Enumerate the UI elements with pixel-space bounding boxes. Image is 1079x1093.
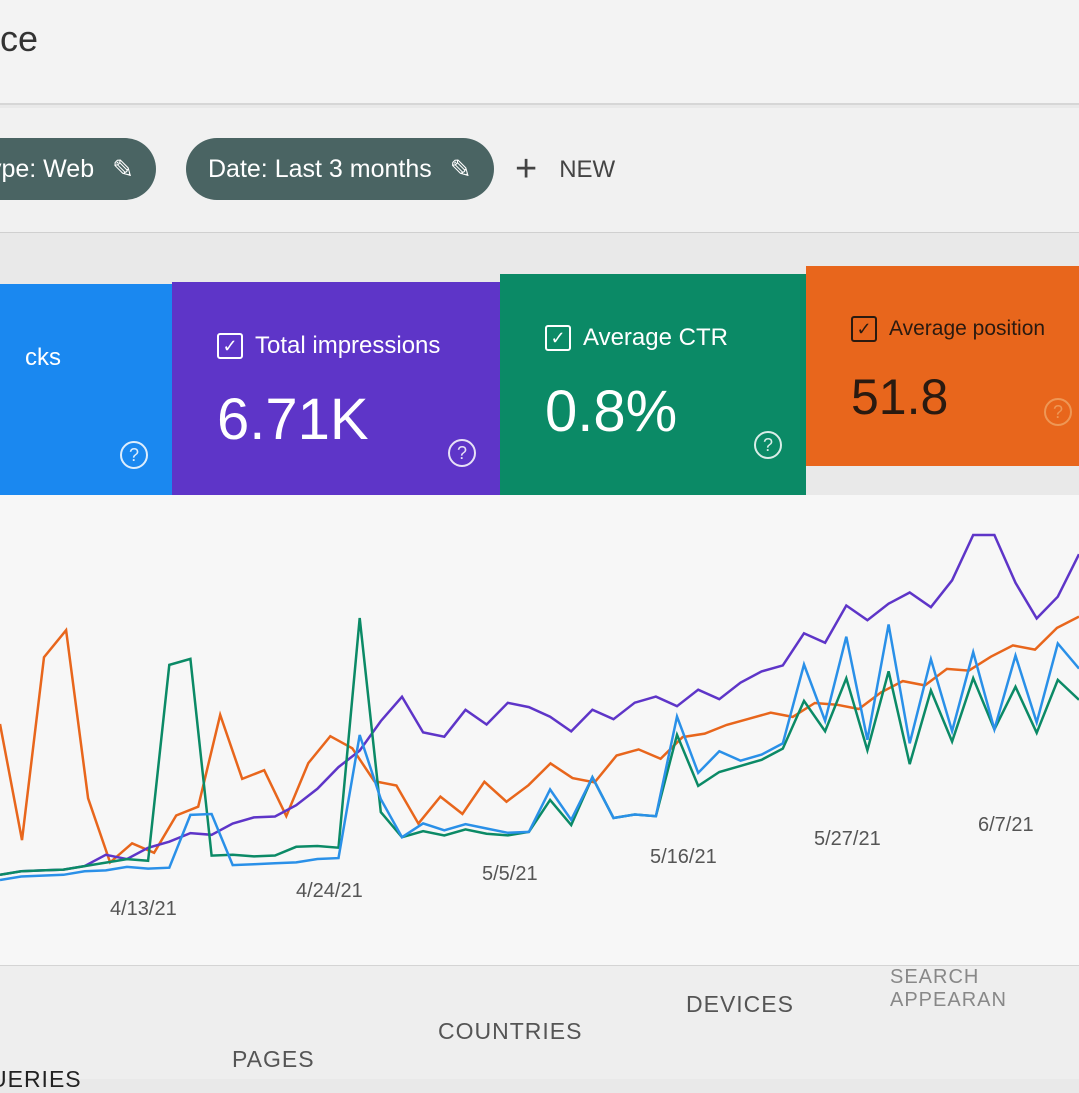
tab-queries[interactable]: UERIES — [0, 1066, 82, 1092]
performance-chart: 4/13/21 4/24/21 5/5/21 5/16/21 5/27/21 6/7/21 — [0, 495, 1079, 965]
help-icon[interactable]: ? — [120, 441, 148, 469]
page-header: ce — [0, 0, 1079, 105]
x-tick-label: 5/16/21 — [650, 846, 717, 868]
x-tick-label: 5/5/21 — [482, 863, 538, 885]
card-label: Average position — [889, 317, 1046, 340]
tab-pages[interactable]: PAGES — [232, 1046, 315, 1072]
checkbox-checked-icon[interactable]: ✓ — [851, 316, 877, 342]
new-filter-button[interactable]: + NEW — [515, 148, 615, 191]
card-average-ctr[interactable]: ✓ Average CTR 0.8% ? — [500, 274, 806, 499]
card-label: Total impressions — [255, 332, 441, 359]
dimension-tabs: UERIES PAGES COUNTRIES DEVICES SEARCH AP… — [0, 965, 1079, 1092]
metric-cards: cks ? ✓ Total impressions 6.71K ? ✓ Averag… — [0, 266, 1079, 509]
card-label: cks — [25, 344, 61, 371]
plus-icon: + — [515, 148, 538, 190]
card-total-impressions[interactable]: ✓ Total impressions 6.71K ? — [172, 282, 500, 507]
search-type-filter-chip[interactable]: type: Web ✎ — [0, 138, 156, 200]
series-line-total-impressions — [0, 533, 1079, 877]
series-line-total-clicks — [0, 624, 1079, 882]
x-tick-label: 5/27/21 — [814, 828, 881, 850]
new-label: NEW — [559, 155, 616, 183]
checkbox-checked-icon[interactable]: ✓ — [545, 325, 571, 351]
help-icon[interactable]: ? — [754, 431, 782, 459]
pencil-icon[interactable]: ✎ — [449, 153, 472, 184]
x-tick-label: 4/24/21 — [296, 880, 363, 902]
filter-bar: type: Web ✎ Date: Last 3 months ✎ + NEW — [0, 108, 1079, 233]
card-average-position[interactable]: ✓ Average position 51.8 ? — [806, 266, 1079, 466]
tab-countries[interactable]: COUNTRIES — [438, 1018, 583, 1044]
x-tick-label: 4/13/21 — [110, 898, 177, 920]
tab-devices[interactable]: DEVICES — [686, 991, 794, 1017]
help-icon[interactable]: ? — [1044, 398, 1072, 426]
tab-search-appearance[interactable]: SEARCH APPEARAN — [890, 966, 1007, 1011]
chip-label: Date: Last 3 months — [208, 154, 432, 183]
card-value: 0.8% — [545, 379, 678, 444]
checkbox-checked-icon[interactable]: ✓ — [217, 333, 243, 359]
series-line-average-ctr — [0, 617, 1079, 877]
card-label: Average CTR — [583, 324, 728, 351]
x-tick-label: 6/7/21 — [978, 814, 1034, 836]
pencil-icon[interactable]: ✎ — [112, 153, 134, 184]
chip-label: type: Web — [0, 154, 95, 183]
card-total-clicks[interactable]: cks ? — [0, 284, 172, 509]
help-icon[interactable]: ? — [448, 439, 476, 467]
card-value: 51.8 — [851, 369, 949, 425]
date-filter-chip[interactable]: Date: Last 3 months ✎ — [186, 138, 494, 200]
card-value: 6.71K — [217, 387, 369, 452]
line-chart: 4/13/21 4/24/21 5/5/21 5/16/21 5/27/21 6/7/21 — [0, 533, 1079, 920]
page-title: ce — [0, 18, 39, 59]
